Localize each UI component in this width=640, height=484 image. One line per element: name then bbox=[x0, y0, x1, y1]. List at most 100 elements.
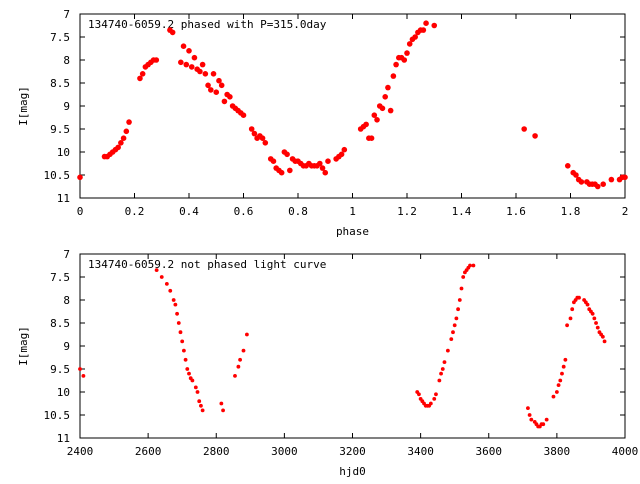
y-tick-label: 8 bbox=[63, 54, 70, 67]
data-point bbox=[564, 163, 571, 169]
data-point bbox=[188, 64, 195, 70]
data-point bbox=[551, 394, 556, 399]
data-point bbox=[457, 298, 462, 302]
data-point bbox=[592, 316, 597, 321]
y-tick-label: 11 bbox=[57, 432, 70, 445]
data-point bbox=[371, 112, 378, 118]
data-point bbox=[563, 357, 568, 362]
data-point bbox=[137, 75, 143, 82]
data-point bbox=[594, 183, 601, 190]
data-point bbox=[199, 61, 206, 68]
data-point bbox=[245, 332, 249, 337]
data-point bbox=[382, 94, 389, 100]
x-tick-label: 3000 bbox=[271, 445, 298, 458]
data-point bbox=[401, 57, 408, 63]
chart-panel-1: 0 0.2 0.4 0.6 0.8 1 1.2 1.4 1.6 1.8 2 7 7.5 8 8.5 9 9.5 1… bbox=[17, 8, 628, 238]
x-tick-label: 0.2 bbox=[125, 205, 145, 218]
data-point bbox=[195, 390, 200, 394]
data-point bbox=[77, 174, 83, 181]
data-point bbox=[317, 160, 323, 167]
y-tick-label: 10.5 bbox=[44, 409, 71, 422]
x-tick-label: 1.4 bbox=[452, 205, 472, 218]
y-axis-label: I[mag] bbox=[17, 326, 30, 366]
data-point bbox=[573, 172, 579, 178]
data-point bbox=[434, 392, 438, 397]
data-point bbox=[363, 121, 369, 128]
data-point bbox=[449, 337, 454, 341]
x-tick-label: 1.2 bbox=[397, 205, 417, 218]
data-point bbox=[202, 71, 209, 77]
data-point bbox=[439, 371, 443, 376]
data-point bbox=[251, 130, 258, 137]
data-point bbox=[417, 392, 421, 397]
data-point bbox=[428, 401, 433, 406]
data-point bbox=[199, 403, 203, 408]
data-point bbox=[81, 374, 86, 378]
x-tick-label: 2600 bbox=[135, 445, 162, 458]
x-tick-label: 2400 bbox=[67, 445, 94, 458]
data-point bbox=[558, 378, 563, 383]
data-point bbox=[178, 59, 184, 66]
data-point bbox=[240, 112, 247, 118]
data-point bbox=[374, 117, 380, 123]
data-point bbox=[208, 87, 214, 93]
chart-title: 134740-6059.2 phased with P=315.0day bbox=[88, 18, 327, 31]
data-point bbox=[594, 321, 598, 325]
y-tick-label: 8.5 bbox=[50, 77, 70, 90]
data-point bbox=[406, 41, 413, 47]
data-point bbox=[437, 378, 442, 383]
data-point bbox=[556, 383, 561, 387]
data-point bbox=[178, 330, 183, 335]
data-point bbox=[238, 357, 242, 362]
data-point bbox=[600, 334, 605, 339]
data-point bbox=[186, 48, 192, 54]
data-point bbox=[159, 275, 164, 279]
y-tick-label: 7.5 bbox=[50, 271, 70, 284]
data-point bbox=[181, 348, 186, 353]
data-point bbox=[541, 422, 546, 427]
data-point bbox=[461, 275, 466, 279]
data-point bbox=[221, 98, 228, 105]
data-point bbox=[185, 367, 190, 371]
data-point bbox=[578, 179, 585, 185]
chart-title: 134740-6059.2 not phased light curve bbox=[88, 258, 326, 271]
y-tick-label: 10 bbox=[57, 146, 70, 159]
data-point bbox=[432, 397, 437, 401]
data-point bbox=[527, 413, 532, 417]
data-point bbox=[608, 176, 615, 183]
y-tick-label: 9 bbox=[63, 340, 70, 353]
data-point bbox=[284, 151, 290, 158]
x-tick-label: 3200 bbox=[339, 445, 366, 458]
y-tick-label: 10.5 bbox=[44, 169, 71, 182]
data-point bbox=[270, 158, 277, 164]
data-point bbox=[171, 298, 176, 302]
data-point bbox=[590, 311, 595, 316]
data-point bbox=[387, 107, 394, 114]
y-tick-label: 8 bbox=[63, 294, 70, 307]
data-point bbox=[529, 417, 534, 422]
data-point bbox=[568, 316, 573, 321]
data-point bbox=[180, 339, 185, 344]
data-point bbox=[454, 316, 459, 321]
x-tick-label: 0.4 bbox=[179, 205, 199, 218]
data-point bbox=[431, 22, 438, 29]
data-point bbox=[216, 77, 222, 84]
data-point bbox=[153, 57, 160, 63]
data-point bbox=[248, 126, 255, 132]
data-point bbox=[554, 390, 559, 394]
data-point bbox=[471, 263, 476, 268]
data-point bbox=[168, 288, 173, 293]
data-point bbox=[197, 399, 202, 404]
data-point bbox=[442, 360, 447, 364]
data-point bbox=[456, 307, 460, 312]
data-point bbox=[423, 20, 429, 27]
data-point bbox=[622, 174, 628, 181]
x-tick-label: 3800 bbox=[544, 445, 571, 458]
data-point bbox=[585, 302, 590, 307]
data-point bbox=[175, 311, 179, 316]
data-point bbox=[602, 339, 607, 344]
y-tick-label: 10 bbox=[57, 386, 70, 399]
data-point bbox=[561, 364, 566, 369]
y-tick-label: 11 bbox=[57, 192, 70, 205]
